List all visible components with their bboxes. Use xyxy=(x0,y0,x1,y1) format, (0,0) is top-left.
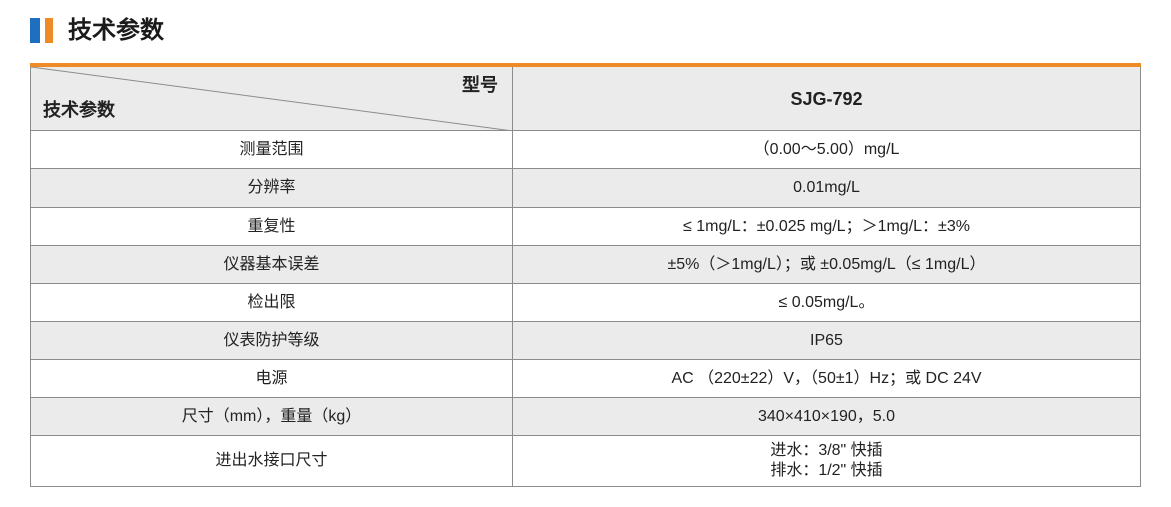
table-row: 检出限 ≤ 0.05mg/L。 xyxy=(30,284,1141,322)
param-name: 进出水接口尺寸 xyxy=(31,436,513,486)
param-name: 尺寸（mm），重量（kg） xyxy=(31,398,513,435)
param-name: 分辨率 xyxy=(31,169,513,207)
param-value: ±5%（＞1mg/L）；或 ±0.05mg/L（≤ 1mg/L） xyxy=(513,246,1140,283)
value-line: ≤ 0.05mg/L。 xyxy=(778,293,875,311)
title-icon-orange xyxy=(45,18,53,43)
value-line: AC （220±22）V，（50±1）Hz；或 DC 24V xyxy=(671,369,982,387)
param-value: AC （220±22）V，（50±1）Hz；或 DC 24V xyxy=(513,360,1140,397)
section-title: 技术参数 xyxy=(68,17,164,44)
value-line: 0.01mg/L xyxy=(793,179,860,196)
param-value: 进水：3/8" 快插 排水：1/2" 快插 xyxy=(513,436,1140,486)
param-name: 测量范围 xyxy=(31,131,513,168)
table-row: 进出水接口尺寸 进水：3/8" 快插 排水：1/2" 快插 xyxy=(30,436,1141,487)
value-line: （0.00～5.00）mg/L xyxy=(753,140,900,158)
param-value: 340×410×190，5.0 xyxy=(513,398,1140,435)
value-line: ≤ 1mg/L：±0.025 mg/L；＞1mg/L：±3% xyxy=(683,217,970,235)
param-name: 仪器基本误差 xyxy=(31,246,513,283)
param-value: IP65 xyxy=(513,322,1140,359)
corner-diagonal xyxy=(31,67,513,131)
header-row: 型号 技术参数 SJG-792 xyxy=(30,67,1141,131)
spec-table: 型号 技术参数 SJG-792 测量范围 （0.00～5.00）mg/L 分辨率 0.… xyxy=(30,63,1141,487)
table-row: 仪表防护等级 IP65 xyxy=(30,322,1141,360)
param-value: ≤ 0.05mg/L。 xyxy=(513,284,1140,321)
table-row: 仪器基本误差 ±5%（＞1mg/L）；或 ±0.05mg/L（≤ 1mg/L） xyxy=(30,246,1141,284)
param-name: 重复性 xyxy=(31,208,513,245)
value-line: 排水：1/2" 快插 xyxy=(770,462,883,479)
value-line: IP65 xyxy=(810,331,843,349)
corner-top-label: 型号 xyxy=(462,75,498,95)
param-name: 电源 xyxy=(31,360,513,397)
corner-bottom-label: 技术参数 xyxy=(43,100,115,120)
param-value: ≤ 1mg/L：±0.025 mg/L；＞1mg/L：±3% xyxy=(513,208,1140,245)
param-name: 仪表防护等级 xyxy=(31,322,513,359)
model-header: SJG-792 xyxy=(790,88,863,109)
table-row: 测量范围 （0.00～5.00）mg/L xyxy=(30,131,1141,169)
corner-cell: 型号 技术参数 xyxy=(31,67,513,131)
table-row: 重复性 ≤ 1mg/L：±0.025 mg/L；＞1mg/L：±3% xyxy=(30,208,1141,246)
title-icon-blue xyxy=(30,18,40,43)
value-line: ±5%（＞1mg/L）；或 ±0.05mg/L（≤ 1mg/L） xyxy=(667,255,986,273)
table-row: 尺寸（mm），重量（kg） 340×410×190，5.0 xyxy=(30,398,1141,436)
param-value: （0.00～5.00）mg/L xyxy=(513,131,1140,168)
value-line: 340×410×190，5.0 xyxy=(757,407,896,425)
param-value: 0.01mg/L xyxy=(513,169,1140,207)
table-row: 电源 AC （220±22）V，（50±1）Hz；或 DC 24V xyxy=(30,360,1141,398)
value-line: 进水：3/8" 快插 xyxy=(770,442,883,459)
param-name: 检出限 xyxy=(31,284,513,321)
table-row: 分辨率 0.01mg/L xyxy=(30,169,1141,208)
